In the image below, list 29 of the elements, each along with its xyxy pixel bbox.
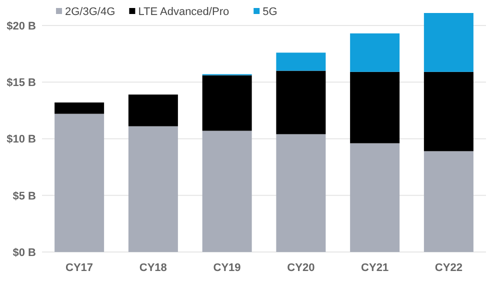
legend-label: 2G/3G/4G	[65, 6, 116, 18]
x-tick-label: CY17	[66, 262, 94, 274]
bar	[202, 130, 252, 252]
x-tick-label: CY18	[139, 262, 167, 274]
x-tick-label: CY19	[213, 262, 241, 274]
y-tick-label: $20 B	[6, 20, 36, 32]
bar	[350, 33, 400, 72]
bar	[128, 94, 178, 126]
bar	[276, 134, 326, 252]
bar	[424, 13, 474, 72]
x-tick-label: CY21	[361, 262, 389, 274]
y-tick-label: $15 B	[6, 77, 36, 90]
bar	[350, 143, 400, 252]
bar	[424, 151, 474, 252]
bar	[202, 75, 252, 131]
bar	[54, 102, 104, 114]
bar	[350, 72, 400, 144]
bar	[54, 114, 104, 252]
y-tick-label: $10 B	[6, 134, 36, 146]
bar	[424, 72, 474, 152]
y-tick-label: $0 B	[12, 247, 36, 259]
y-tick-label: $5 B	[12, 190, 36, 202]
bar	[128, 126, 178, 252]
x-tick-label: CY20	[287, 262, 315, 274]
legend-label: 5G	[262, 6, 278, 18]
x-tick-label: CY22	[434, 262, 462, 274]
legend-label: LTE Advanced/Pro	[138, 6, 230, 18]
bar	[276, 70, 326, 134]
bar	[276, 52, 326, 71]
